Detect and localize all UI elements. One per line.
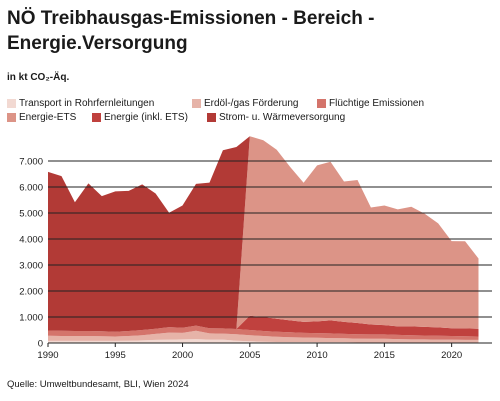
legend-label: Erdöl-/gas Förderung [204,98,299,109]
legend-label: Energie (inkl. ETS) [104,112,188,123]
x-tick-label: 2010 [307,350,328,361]
legend-item-energie-inkl: Energie (inkl. ETS) [92,112,188,123]
legend-item-fluechtige: Flüchtige Emissionen [317,98,424,109]
x-tick-label: 1990 [37,350,58,361]
x-tick-label: 2020 [441,350,462,361]
area-series [48,339,479,343]
x-tick-label: 2005 [239,350,260,361]
legend-item-transport: Transport in Rohrfernleitungen [7,98,154,109]
area-series [48,330,479,343]
legend-swatch [7,99,16,108]
legend-label: Flüchtige Emissionen [329,98,425,109]
legend-label: Energie-ETS [19,112,77,123]
legend-swatch [92,113,101,122]
y-tick-label: 0 [38,339,43,350]
unit-label: in kt CO₂-Äq. [7,72,70,83]
area-series [236,315,479,337]
legend-swatch [317,99,326,108]
y-tick-label: 4.000 [19,235,43,246]
legend-item-erdoel: Erdöl-/gas Förderung [192,98,299,109]
legend-item-strom: Strom- u. Wärmeversorgung [207,112,345,123]
x-tick-label: 2015 [374,350,395,361]
chart-title: NÖ Treibhausgas-Emissionen - Bereich - E… [7,8,375,54]
legend-label: Transport in Rohrfernleitungen [19,98,155,109]
y-tick-label: 5.000 [19,209,43,220]
area-series [236,136,479,329]
legend-swatch [7,113,16,122]
legend-swatch [192,99,201,108]
y-tick-label: 2.000 [19,287,43,298]
y-tick-label: 7.000 [19,157,43,168]
area-series [48,325,479,340]
area-series [48,136,250,332]
legend-item-energie-ets: Energie-ETS [7,112,76,123]
legend-swatch [207,113,216,122]
y-tick-label: 6.000 [19,183,43,194]
legend-label: Strom- u. Wärmeversorgung [219,112,346,123]
x-tick-label: 2000 [172,350,193,361]
x-tick-label: 1995 [105,350,126,361]
source-note: Quelle: Umweltbundesamt, BLI, Wien 2024 [7,379,189,390]
y-tick-label: 3.000 [19,261,43,272]
y-tick-label: 1.000 [19,313,43,324]
